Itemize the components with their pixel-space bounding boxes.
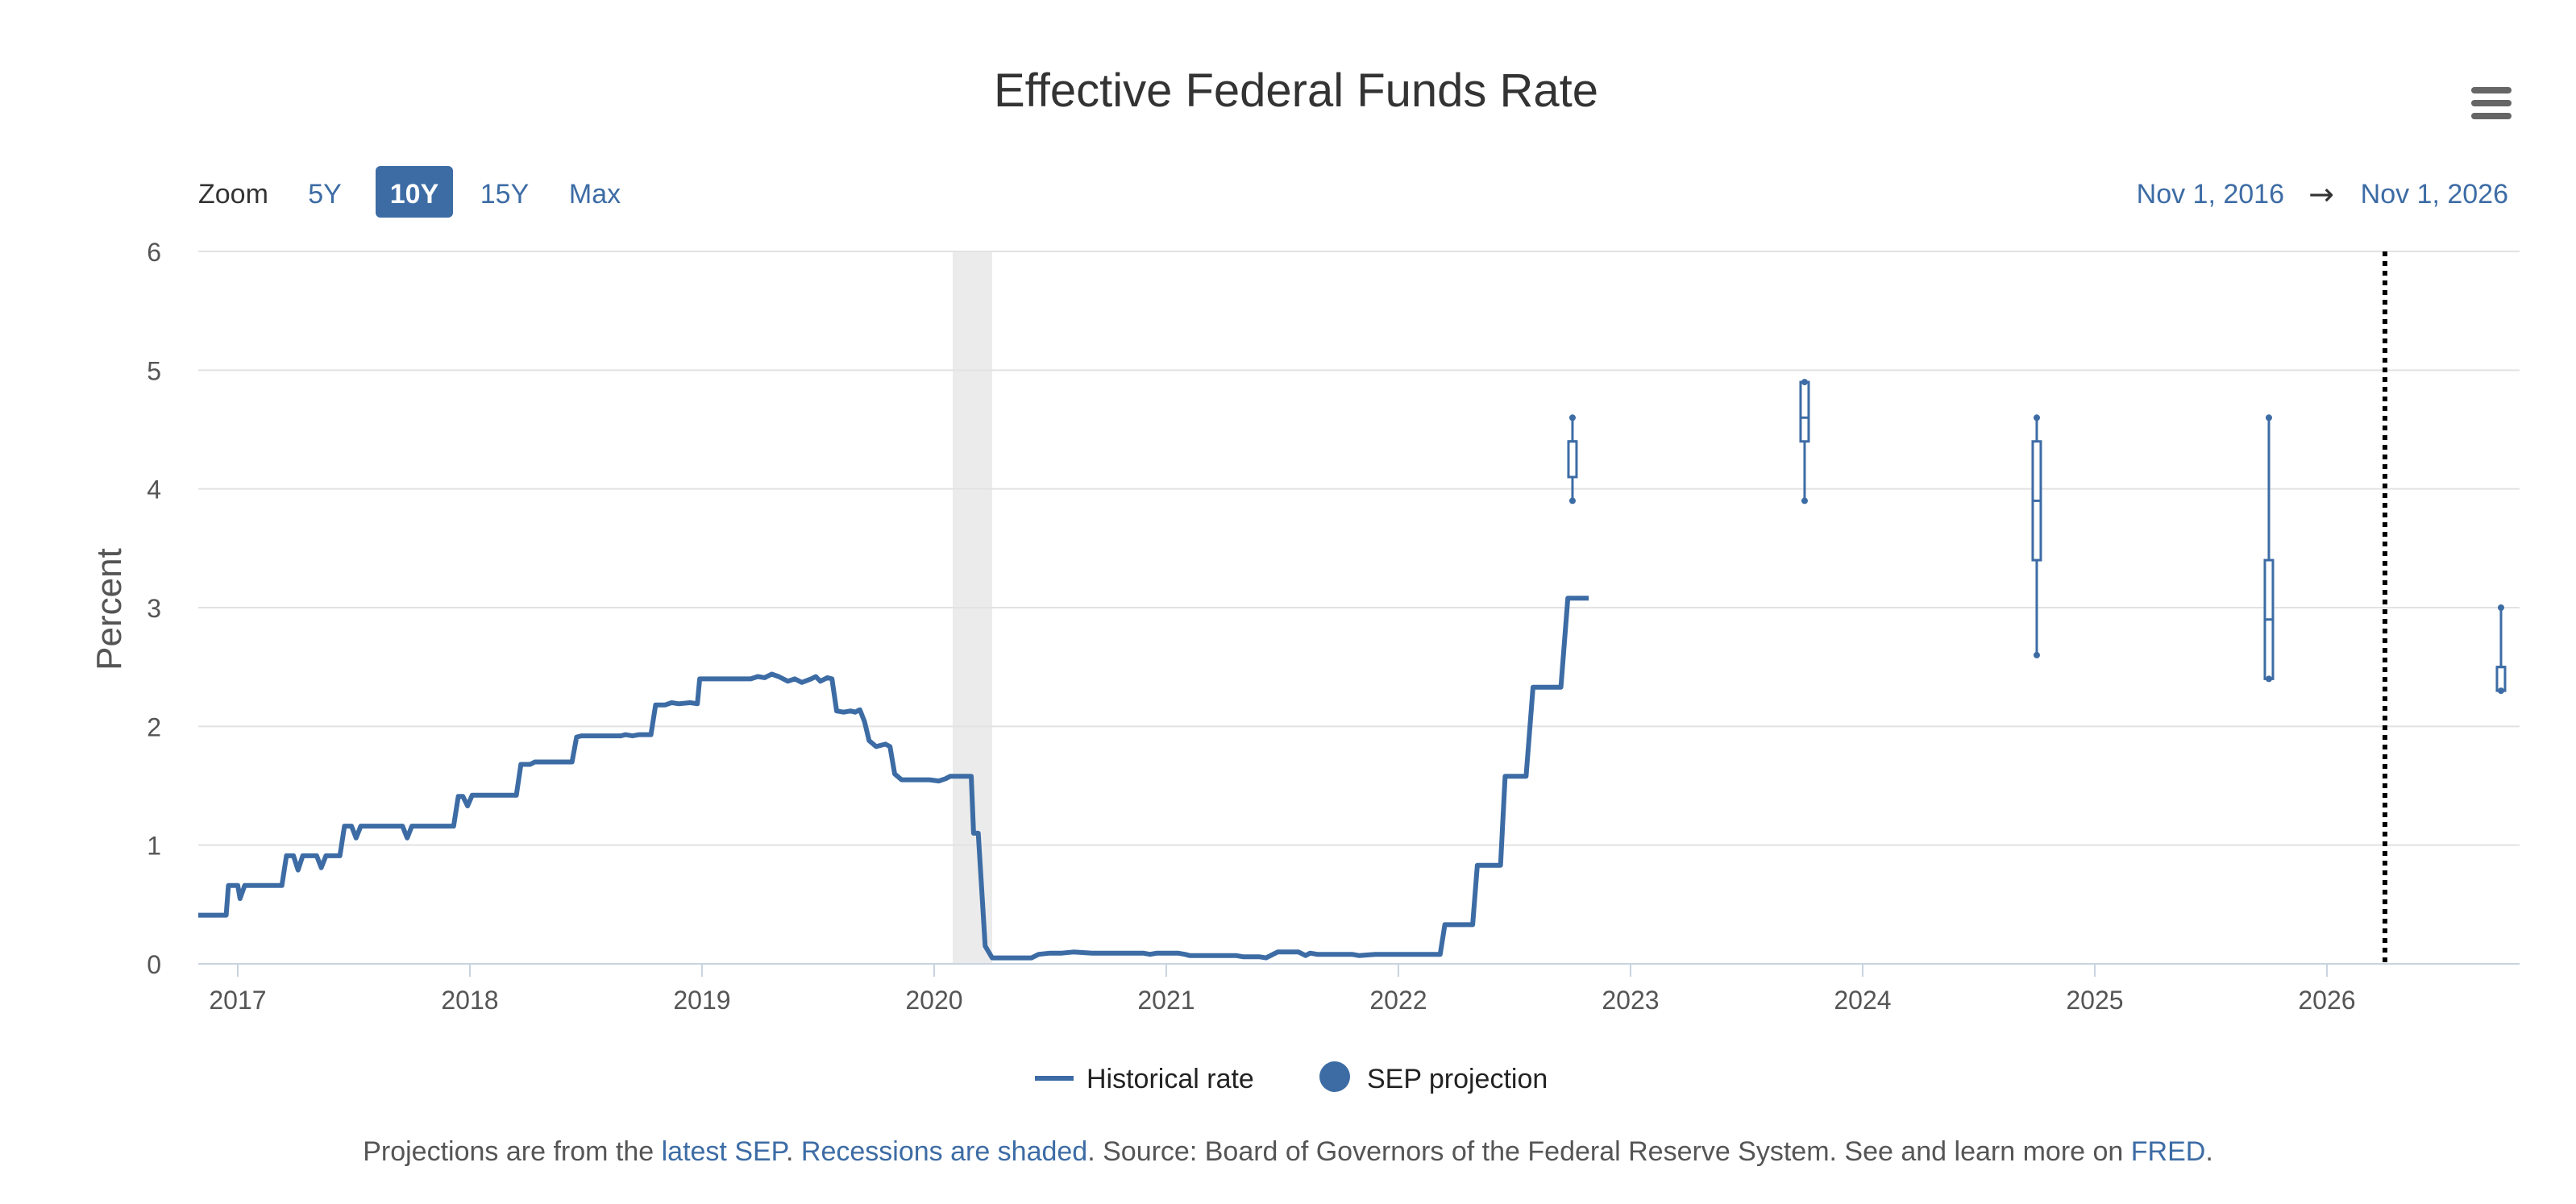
zoom-button-15y[interactable]: 15Y [471, 166, 538, 218]
zoom-button-label: 10Y [390, 179, 439, 210]
y-tick-label: 4 [147, 475, 161, 504]
y-tick-label: 1 [147, 832, 161, 861]
x-tick-label: 2021 [1137, 986, 1195, 1015]
zoom-button-max[interactable]: Max [556, 166, 634, 218]
latest-sep-link[interactable]: latest SEP [661, 1136, 786, 1167]
x-tick-label: 2023 [1602, 986, 1659, 1015]
zoom-button-5y[interactable]: 5Y [295, 166, 355, 218]
sep-max-point [2033, 414, 2040, 421]
sep-max-point [1568, 414, 1576, 421]
zoom-button-label: Max [569, 179, 621, 210]
x-tick-label: 2018 [441, 986, 498, 1015]
sep-min-point [2497, 687, 2504, 695]
zoom-button-label: 5Y [308, 179, 342, 210]
arrow-right-icon: → [2308, 176, 2334, 212]
legend-item-sep[interactable]: SEP projection [1319, 1061, 1548, 1094]
sep-min-point [1568, 497, 1576, 504]
chart-title: Effective Federal Funds Rate [994, 64, 1598, 117]
zoom-button-10y[interactable]: 10Y [376, 166, 453, 218]
legend-label: SEP projection [1367, 1064, 1548, 1094]
fred-link[interactable]: FRED [2130, 1136, 2206, 1167]
hamburger-menu-icon[interactable] [2466, 81, 2512, 126]
sep-min-point [2265, 675, 2272, 683]
sep-min-point [1801, 497, 1808, 504]
zoom-label: Zoom [198, 179, 268, 210]
zoom-button-label: 15Y [480, 179, 530, 210]
x-tick-label: 2017 [209, 986, 266, 1015]
sep-box [1799, 380, 1810, 443]
date-range-from[interactable]: Nov 1, 2016 [2137, 179, 2284, 210]
legend-label: Historical rate [1086, 1064, 1254, 1094]
footer-note: Projections are from the latest SEP. Rec… [0, 1136, 2576, 1168]
y-tick-label: 3 [147, 594, 161, 623]
sep-min-point [2033, 651, 2040, 658]
sep-box [2495, 666, 2507, 692]
footer-text: . Source: Board of Governors of the Fede… [1087, 1136, 2131, 1167]
recessions-link[interactable]: Recessions are shaded [800, 1136, 1088, 1167]
y-tick-label: 5 [147, 356, 161, 385]
legend-circle-marker [1319, 1061, 1350, 1092]
y-tick-label: 6 [147, 238, 161, 267]
legend: Historical rate SEP projection [1035, 1061, 1548, 1094]
y-axis-title: Percent [89, 548, 129, 671]
y-tick-label: 0 [147, 950, 161, 979]
sep-max-point [2265, 414, 2272, 421]
footer-text: . [2205, 1136, 2213, 1167]
x-tick-label: 2025 [2066, 986, 2123, 1015]
x-tick-label: 2020 [905, 986, 962, 1015]
sep-box [1567, 440, 1578, 479]
sep-max-point [2497, 604, 2504, 611]
legend-item-historical[interactable]: Historical rate [1035, 1064, 1254, 1094]
x-tick-label: 2022 [1369, 986, 1427, 1015]
x-tick-label: 2026 [2298, 986, 2355, 1015]
y-tick-label: 2 [147, 712, 161, 741]
x-tick-label: 2019 [673, 986, 730, 1015]
series-line-historical-rate [198, 596, 1589, 961]
sep-max-point [1801, 379, 1808, 386]
date-range-to[interactable]: Nov 1, 2026 [2361, 179, 2508, 210]
footer-text: Projections are from the [363, 1136, 662, 1167]
plot-area: 0 1 2 3 4 5 6 2017 2018 2019 2020 2021 2022 2023 2024 2… [147, 238, 2520, 1015]
footer-text: . [785, 1136, 801, 1167]
x-tick-label: 2024 [1834, 986, 1891, 1015]
